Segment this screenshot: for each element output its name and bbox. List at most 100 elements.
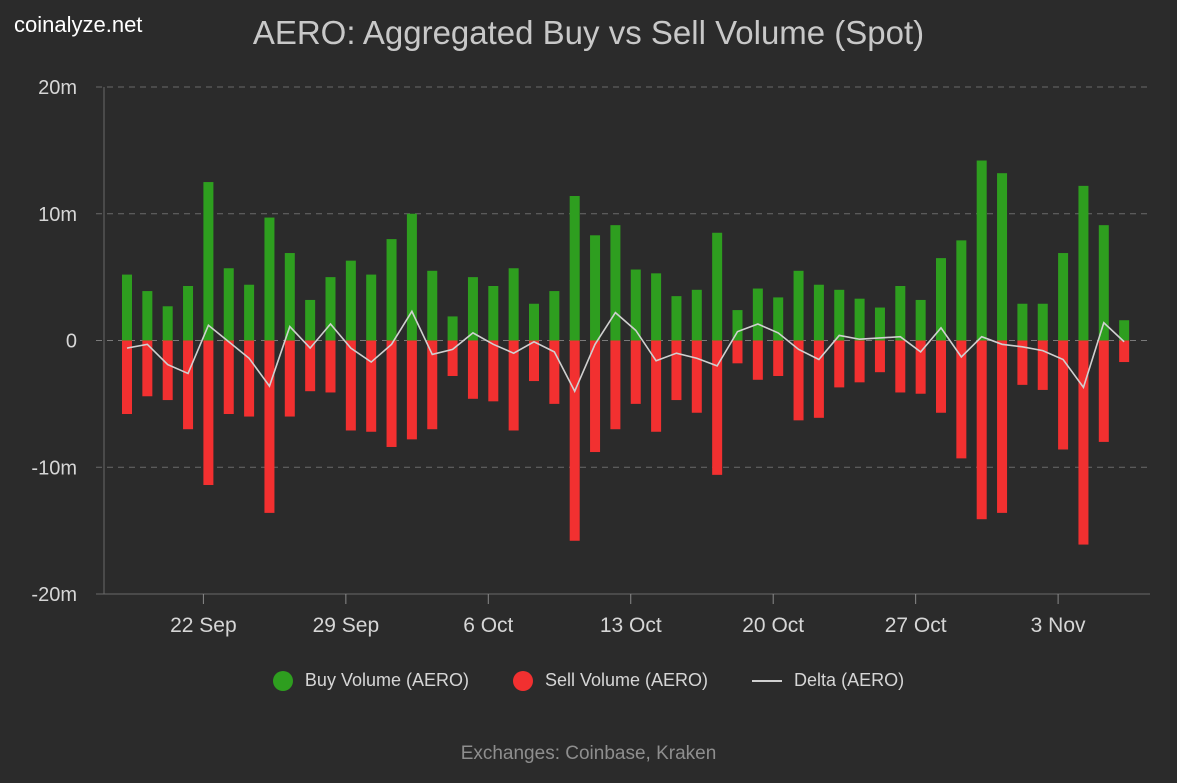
legend-item-delta[interactable]: Delta (AERO) [752, 670, 904, 691]
buy-volume-bar [427, 270, 438, 341]
sell-volume-bar [366, 340, 377, 432]
sell-volume-bar [956, 340, 967, 459]
buy-volume-bar [244, 284, 255, 341]
buy-volume-bar [712, 232, 723, 341]
legend-label-buy: Buy Volume (AERO) [304, 670, 469, 690]
buy-volume-bar [1037, 303, 1048, 341]
sell-volume-bar [488, 340, 499, 402]
buy-volume-bar [467, 277, 478, 341]
y-tick-label: -20m [31, 584, 77, 606]
sell-volume-bar [793, 340, 804, 421]
sell-volume-bar [651, 340, 662, 432]
buy-volume-bar [264, 217, 275, 341]
sell-volume-bar [122, 340, 132, 415]
buy-volume-bar [569, 196, 580, 341]
buy-volume-bar [325, 277, 336, 341]
buy-volume-bar [874, 307, 885, 341]
sell-volume-bar [305, 340, 316, 392]
buy-volume-bar [773, 297, 784, 341]
legend-label-delta: Delta (AERO) [794, 670, 905, 690]
delta-legend-line-icon [752, 679, 783, 682]
buy-volume-bar [915, 299, 926, 341]
buy-volume-bar [345, 260, 356, 341]
sell-volume-bar [630, 340, 641, 404]
sell-volume-bar [671, 340, 682, 401]
buy-volume-bar [936, 258, 946, 341]
buy-volume-bar [854, 298, 865, 341]
sell-volume-bar [590, 340, 601, 453]
x-tick-label: 22 Sep [170, 614, 237, 637]
buy-volume-bar [1119, 320, 1130, 341]
buy-volume-bar [630, 269, 641, 341]
buy-volume-bar [549, 291, 560, 341]
sell-legend-dot-icon [512, 670, 533, 691]
buy-volume-bar [1098, 225, 1109, 341]
x-tick-label: 6 Oct [463, 614, 513, 637]
x-tick-label: 3 Nov [1031, 614, 1086, 637]
buy-volume-bar [508, 268, 519, 341]
sell-volume-bar [1037, 340, 1048, 390]
sell-volume-bar [895, 340, 906, 393]
legend-item-buy[interactable]: Buy Volume (AERO) [272, 670, 469, 691]
buy-volume-bar [488, 285, 499, 341]
sell-volume-bar [610, 340, 621, 430]
buy-volume-bar [1078, 185, 1089, 341]
buy-legend-dot-icon [272, 670, 293, 691]
buy-volume-bar [1017, 303, 1028, 341]
buy-volume-bar [752, 288, 763, 341]
y-tick-label: -10m [31, 457, 77, 479]
sell-volume-bar [732, 340, 743, 364]
buy-volume-bar [671, 296, 682, 341]
sell-volume-bar [467, 340, 478, 399]
sell-volume-bar [936, 340, 946, 413]
sell-volume-bar [854, 340, 865, 383]
buy-volume-bar [590, 235, 601, 341]
buy-volume-bar [162, 306, 173, 341]
sell-volume-bar [406, 340, 417, 440]
buy-volume-bar [813, 284, 824, 341]
buy-volume-bar [997, 173, 1008, 341]
legend: Buy Volume (AERO) Sell Volume (AERO) Del… [0, 670, 1177, 691]
sell-volume-bar [1119, 340, 1130, 363]
sell-volume-bar [691, 340, 702, 413]
sell-volume-bar [447, 340, 458, 376]
sell-volume-bar [569, 340, 580, 541]
buy-volume-bar [447, 316, 458, 341]
sell-volume-bar [997, 340, 1008, 513]
buy-volume-bar [651, 273, 662, 341]
sell-volume-bar [529, 340, 539, 382]
buy-volume-bar [895, 285, 906, 341]
sell-volume-bar [1098, 340, 1109, 442]
sell-volume-bar [203, 340, 214, 485]
x-tick-label: 13 Oct [600, 614, 662, 637]
buy-volume-bar [1058, 253, 1069, 341]
sell-volume-bar [284, 340, 295, 417]
sell-volume-bar [162, 340, 173, 401]
chart-title: AERO: Aggregated Buy vs Sell Volume (Spo… [252, 14, 925, 51]
exchanges-footer: Exchanges: Coinbase, Kraken [460, 743, 717, 764]
buy-volume-bar [610, 225, 621, 341]
sell-volume-bar [773, 340, 784, 376]
sell-volume-bar [712, 340, 723, 475]
sell-volume-bar [142, 340, 153, 397]
sell-volume-bar [874, 340, 885, 373]
sell-volume-bar [264, 340, 275, 513]
brand-logo-text[interactable]: coinalyze.net [14, 12, 143, 37]
sell-volume-bar [1058, 340, 1069, 450]
buy-volume-bar [386, 239, 397, 341]
sell-volume-bar [386, 340, 397, 447]
y-tick-label: 10m [38, 204, 77, 226]
buy-volume-bar [305, 299, 316, 341]
sell-volume-bar [223, 340, 234, 415]
legend-label-sell: Sell Volume (AERO) [544, 670, 709, 690]
buy-volume-bar [529, 303, 539, 341]
x-tick-label: 27 Oct [885, 614, 947, 637]
sell-volume-bar [325, 340, 336, 393]
sell-volume-bar [976, 340, 987, 520]
legend-item-sell[interactable]: Sell Volume (AERO) [512, 670, 709, 691]
sell-volume-bar [1017, 340, 1028, 385]
buy-volume-bar [284, 253, 295, 341]
sell-volume-bar [752, 340, 763, 380]
sell-volume-bar [813, 340, 824, 418]
